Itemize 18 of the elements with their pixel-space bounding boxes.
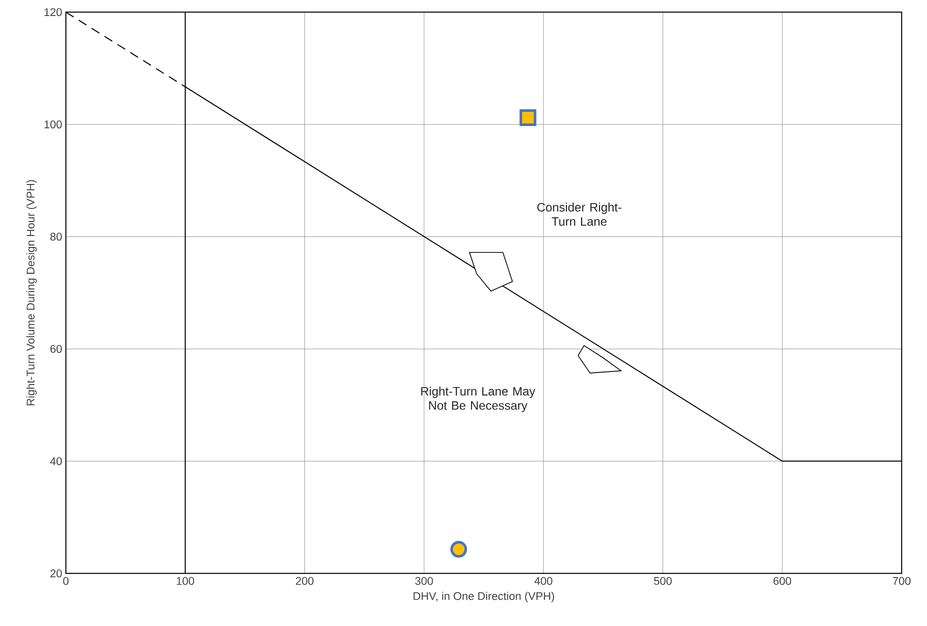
y-tick-label: 60: [50, 344, 62, 353]
x-tick-label: 600: [774, 576, 792, 585]
x-tick-label: 100: [176, 576, 194, 585]
y-tick-label: 100: [44, 120, 62, 128]
x-tick-label: 700: [892, 576, 911, 585]
y-tick-label: 40: [50, 457, 62, 466]
y-tick-label: 20: [50, 569, 62, 578]
x-tick-label: 500: [654, 576, 672, 585]
x-tick-label: 200: [296, 576, 314, 585]
x-tick-label: 0: [63, 576, 69, 585]
y-tick-label: 120: [44, 8, 62, 16]
x-axis-title: DHV, in One Direction (VPH): [414, 592, 554, 602]
y-axis-title: Right-Turn Volume During Design Hour (VPH): [26, 180, 37, 406]
x-tick-label: 400: [534, 576, 552, 585]
x-tick-label: 300: [415, 576, 433, 585]
annotation: Right-Turn Lane May Not Be Necessary: [421, 386, 536, 412]
annotation: Consider Right-Turn Lane: [537, 202, 622, 226]
y-tick-label: 80: [50, 232, 62, 241]
